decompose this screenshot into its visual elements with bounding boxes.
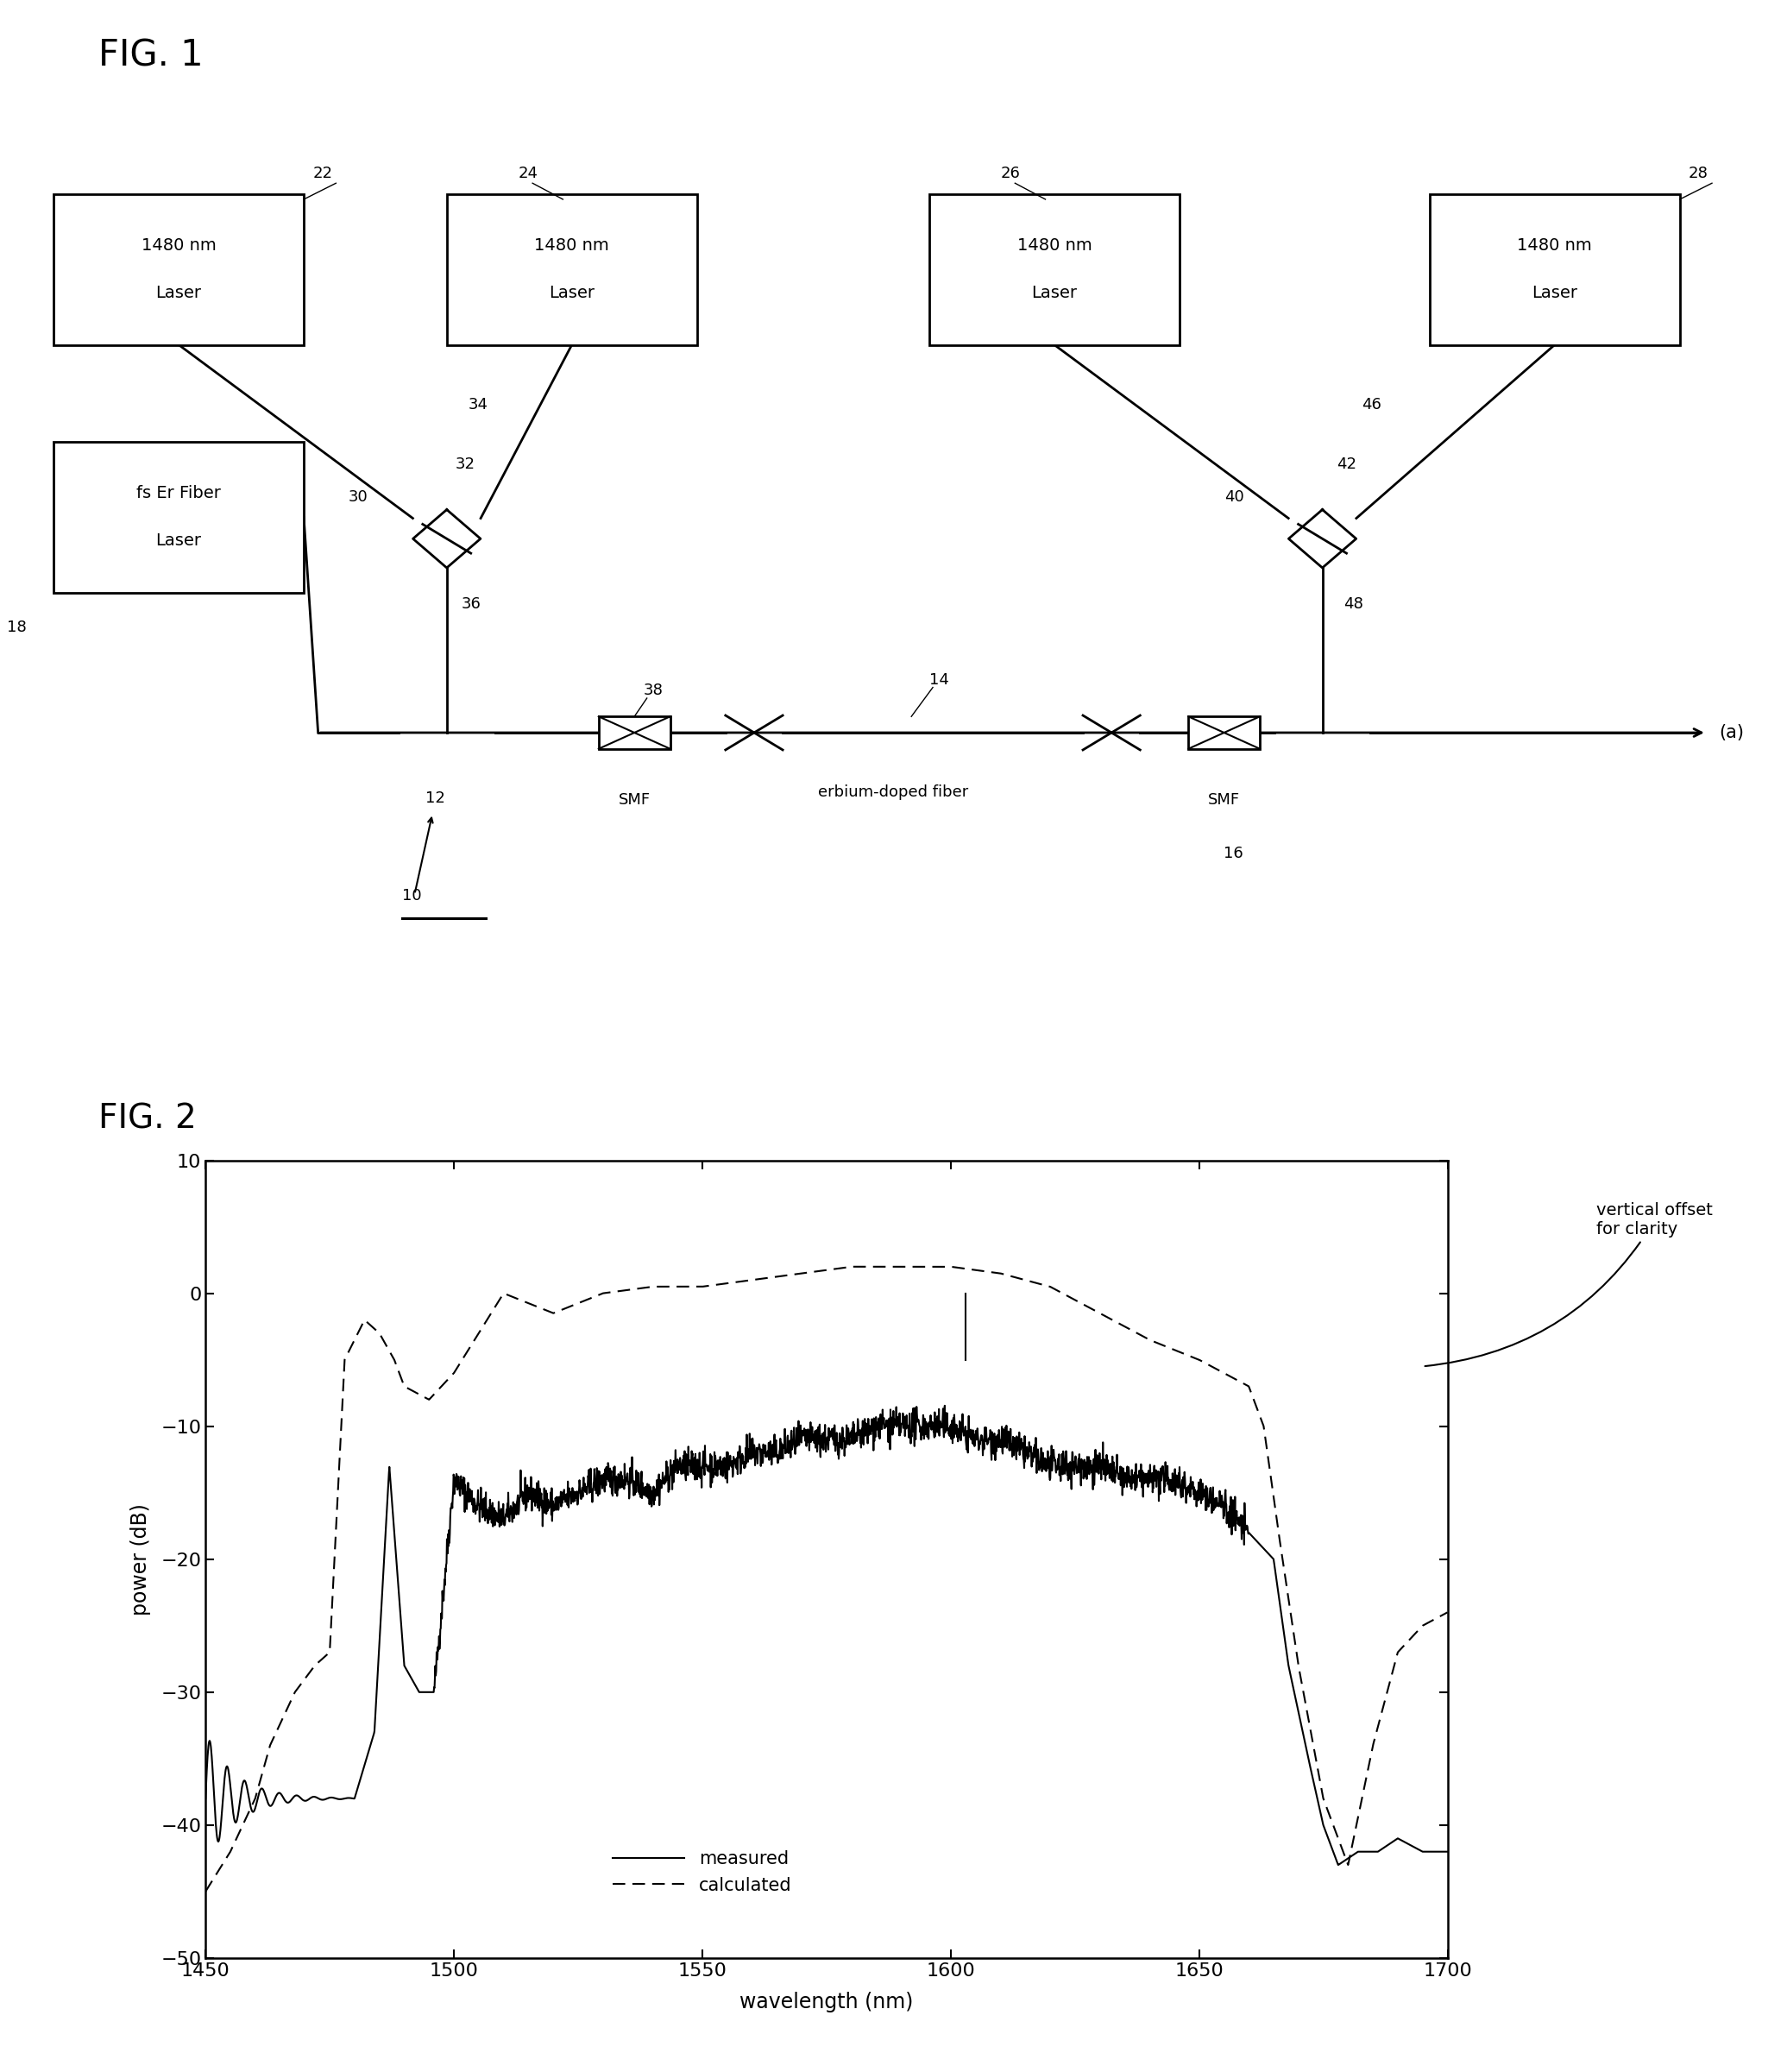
measured	[411, 1680, 432, 1705]
Text: Laser: Laser	[1531, 284, 1578, 300]
Text: 40: 40	[1224, 489, 1244, 503]
Bar	[54, 195, 304, 344]
Text: vertical offset
for clarity: vertical offset for clarity	[1424, 1202, 1714, 1365]
calculated	[336, 1343, 357, 1368]
Text: 46: 46	[1362, 398, 1381, 412]
calculated	[672, 1274, 693, 1299]
Text: 38: 38	[643, 684, 663, 698]
Polygon shape	[413, 510, 481, 568]
Text: SMF: SMF	[618, 792, 650, 808]
calculated	[1414, 1612, 1435, 1637]
Bar	[1430, 195, 1680, 344]
Line: measured: measured	[206, 1405, 1447, 1865]
measured	[726, 1452, 747, 1477]
measured	[1437, 1840, 1458, 1865]
calculated	[195, 1879, 216, 1904]
Legend: measured, calculated: measured, calculated	[606, 1844, 799, 1902]
Y-axis label: power (dB): power (dB)	[130, 1502, 152, 1616]
measured	[1328, 1852, 1349, 1877]
Text: 10: 10	[402, 887, 422, 903]
calculated	[726, 1270, 747, 1295]
measured	[1279, 1660, 1301, 1685]
X-axis label: wavelength (nm): wavelength (nm)	[740, 1991, 913, 2012]
Text: 22: 22	[313, 166, 332, 180]
Text: Laser: Laser	[155, 284, 202, 300]
Text: 48: 48	[1344, 597, 1363, 611]
Bar	[599, 717, 670, 748]
Text: 1480 nm: 1480 nm	[534, 238, 609, 255]
Bar	[1188, 717, 1260, 748]
Text: 18: 18	[7, 620, 27, 634]
Text: 16: 16	[1224, 845, 1242, 862]
Text: 28: 28	[1689, 166, 1708, 180]
Polygon shape	[1288, 510, 1356, 568]
Line: calculated: calculated	[206, 1266, 1447, 1892]
calculated	[411, 1382, 432, 1407]
Text: Laser: Laser	[1031, 284, 1078, 300]
measured	[672, 1457, 693, 1481]
calculated	[842, 1254, 863, 1278]
Text: FIG. 2: FIG. 2	[98, 1102, 197, 1135]
Text: 36: 36	[461, 597, 481, 611]
Text: 12: 12	[425, 792, 445, 806]
Text: (a): (a)	[1719, 723, 1744, 742]
Text: 1480 nm: 1480 nm	[141, 238, 216, 255]
measured	[935, 1392, 956, 1417]
Bar	[929, 195, 1179, 344]
Text: 32: 32	[456, 456, 475, 472]
Text: Laser: Laser	[549, 284, 595, 300]
measured	[336, 1786, 357, 1811]
Text: 14: 14	[929, 671, 949, 688]
measured	[195, 1786, 216, 1811]
Text: 30: 30	[348, 489, 368, 503]
Text: fs Er Fiber: fs Er Fiber	[136, 485, 222, 501]
Text: 24: 24	[518, 166, 538, 180]
Text: Laser: Laser	[155, 533, 202, 549]
Text: erbium-doped fiber: erbium-doped fiber	[818, 785, 969, 800]
Text: FIG. 1: FIG. 1	[98, 37, 204, 75]
Bar	[54, 441, 304, 593]
calculated	[1279, 1595, 1301, 1620]
Text: 1480 nm: 1480 nm	[1017, 238, 1092, 255]
Text: 26: 26	[1001, 166, 1020, 180]
Text: 34: 34	[468, 398, 488, 412]
Bar	[447, 195, 697, 344]
calculated	[1437, 1600, 1458, 1624]
Text: 42: 42	[1337, 456, 1356, 472]
measured	[1414, 1840, 1435, 1865]
Text: SMF: SMF	[1208, 792, 1240, 808]
Text: 1480 nm: 1480 nm	[1517, 238, 1592, 255]
